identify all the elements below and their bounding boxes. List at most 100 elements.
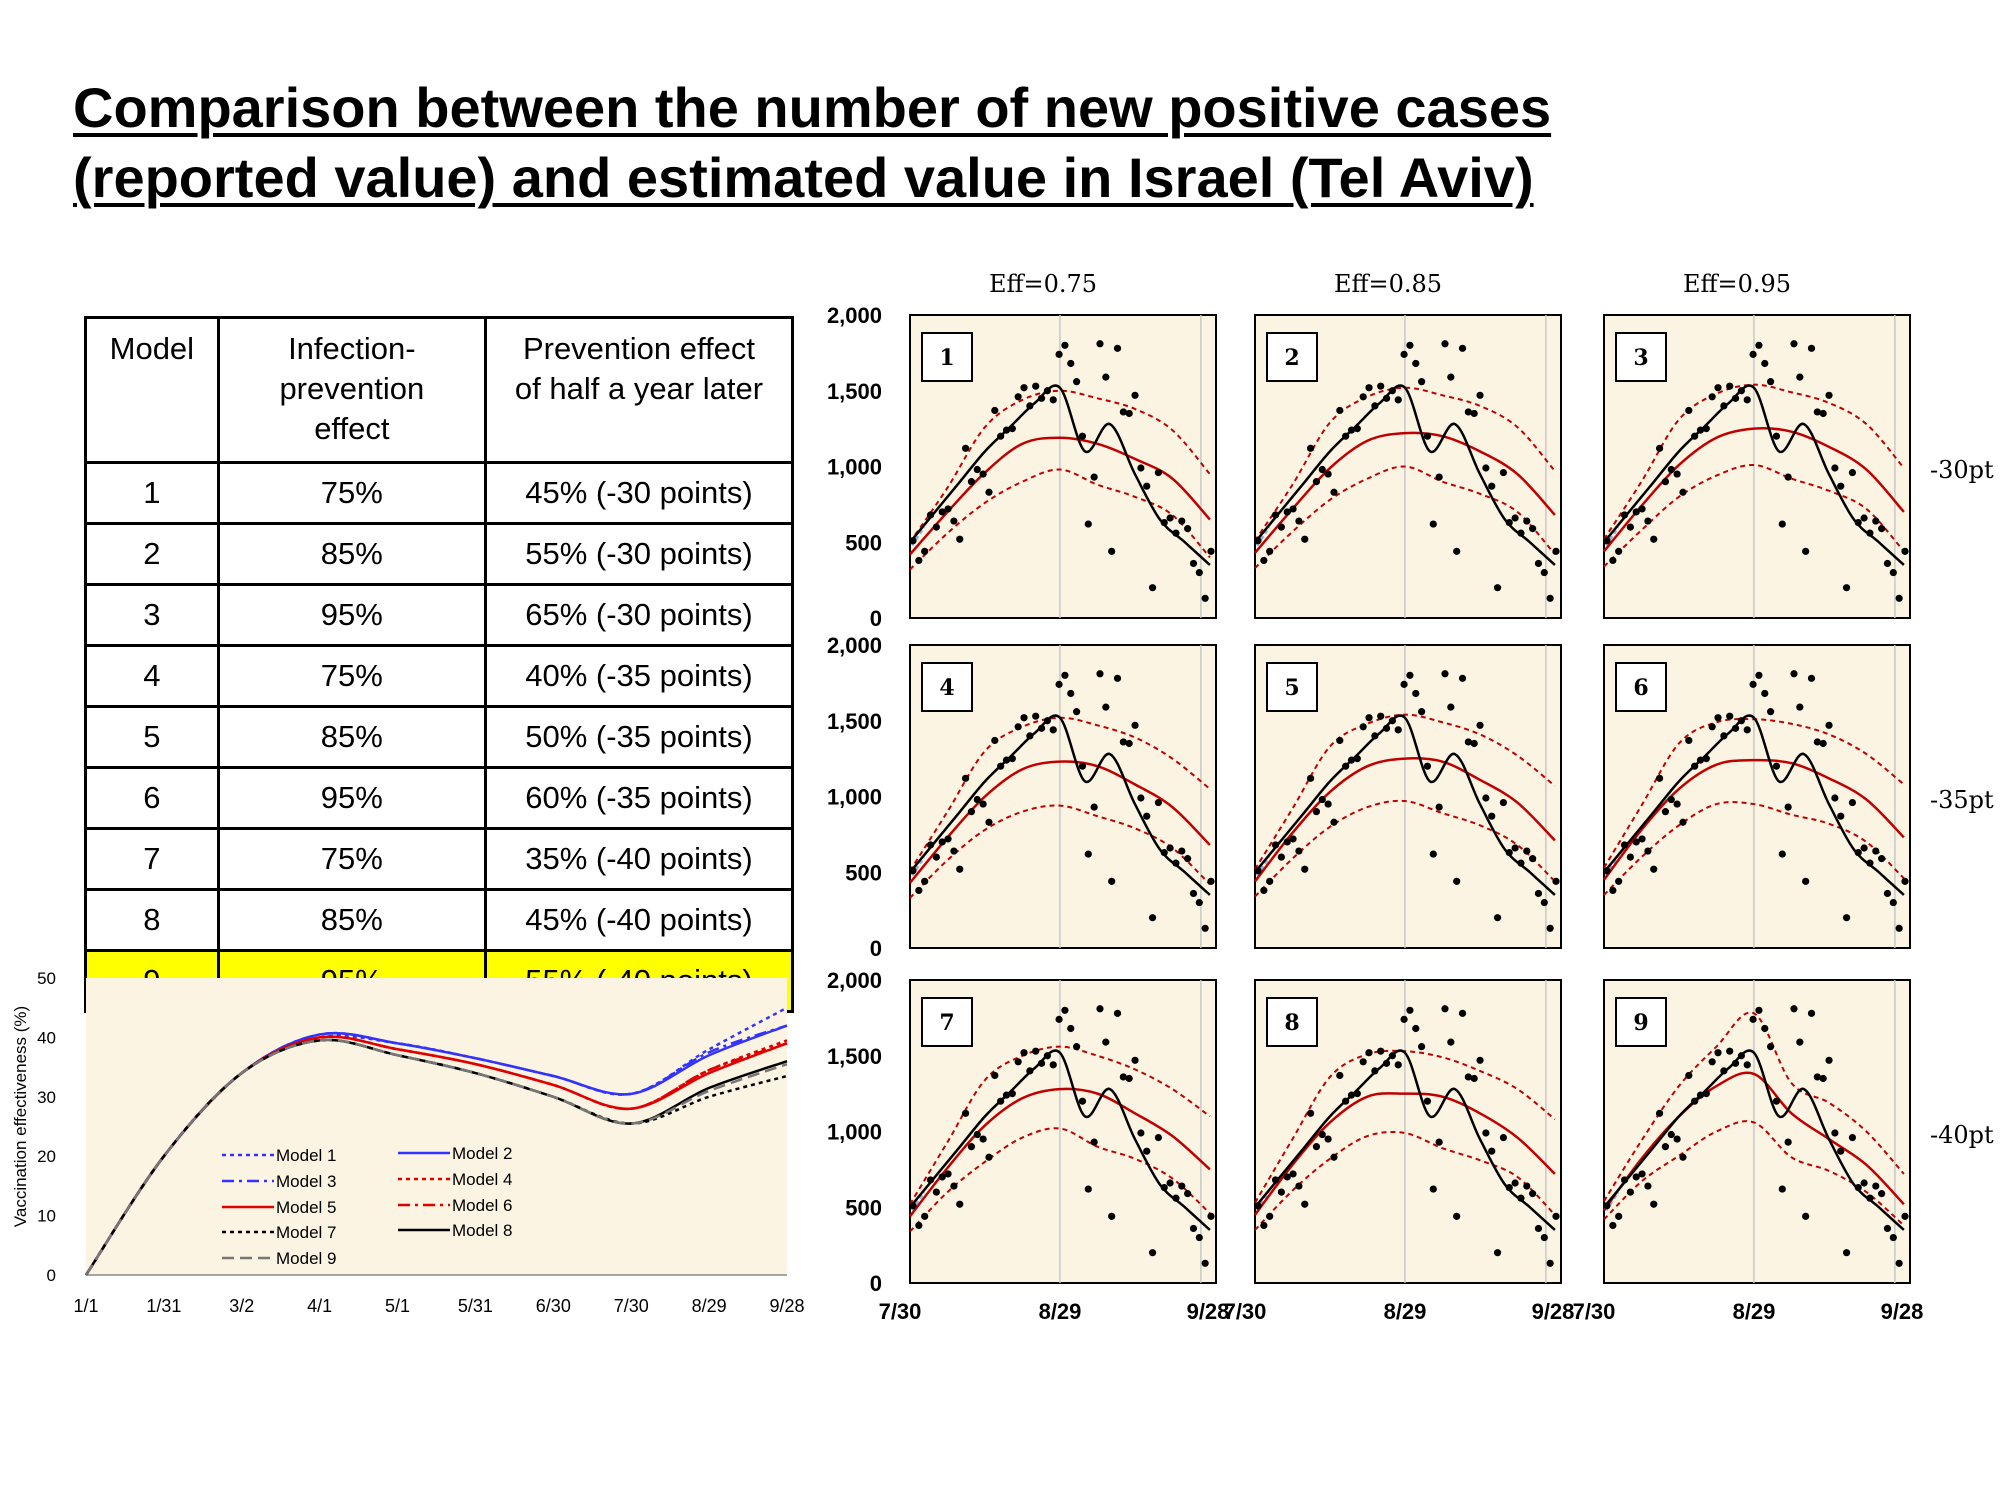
data-point bbox=[1679, 818, 1687, 826]
data-point bbox=[1731, 1059, 1740, 1067]
data-point bbox=[985, 818, 993, 826]
cell-half-year-effect: 35% (-40 points) bbox=[483, 827, 795, 891]
data-point bbox=[967, 478, 976, 486]
data-point bbox=[979, 1135, 987, 1143]
data-point bbox=[1726, 1047, 1734, 1055]
data-point bbox=[967, 1143, 976, 1151]
data-point bbox=[1189, 1224, 1198, 1233]
data-point bbox=[1032, 712, 1040, 720]
panel-upper-interval bbox=[1254, 713, 1556, 870]
data-point bbox=[1546, 594, 1554, 602]
data-point bbox=[1014, 1058, 1022, 1066]
data-point bbox=[1406, 341, 1414, 349]
data-point bbox=[1412, 689, 1420, 698]
cell-infection-prevention: 85% bbox=[216, 705, 487, 769]
data-point bbox=[1691, 1097, 1699, 1105]
data-point bbox=[1620, 511, 1629, 519]
data-point bbox=[1889, 1233, 1897, 1242]
data-point bbox=[1702, 425, 1710, 433]
data-point bbox=[1813, 1073, 1821, 1081]
data-point bbox=[973, 1130, 981, 1139]
data-point bbox=[1400, 350, 1408, 358]
data-point bbox=[1359, 1058, 1367, 1066]
data-point bbox=[1049, 396, 1057, 404]
data-point bbox=[1423, 432, 1432, 440]
panel-lower-interval bbox=[909, 468, 1211, 571]
data-point bbox=[1131, 391, 1139, 399]
data-point bbox=[1673, 800, 1681, 808]
data-point bbox=[1178, 1182, 1186, 1190]
data-point bbox=[1866, 1194, 1874, 1202]
series-line-model-9 bbox=[84, 1038, 788, 1276]
data-point bbox=[1743, 726, 1751, 734]
page-title-line-1: Comparison between the number of new pos… bbox=[73, 76, 1552, 139]
data-point bbox=[1482, 1129, 1490, 1137]
cell-model: 1 bbox=[84, 461, 220, 525]
data-point bbox=[1638, 835, 1646, 843]
data-point bbox=[1644, 1182, 1652, 1190]
data-point bbox=[1353, 755, 1361, 763]
data-point bbox=[1499, 468, 1508, 477]
data-point bbox=[1137, 794, 1145, 802]
data-point bbox=[1207, 1212, 1215, 1220]
panel-label: 6 bbox=[1633, 675, 1648, 701]
data-point bbox=[1609, 1221, 1617, 1230]
data-point bbox=[1295, 1182, 1303, 1190]
data-point bbox=[1534, 559, 1543, 568]
panel-median-line bbox=[909, 1087, 1211, 1218]
panel-median-line bbox=[909, 760, 1211, 884]
model-table-header-row: Model Infection- prevention effect Preve… bbox=[84, 316, 795, 464]
data-point bbox=[1626, 1188, 1634, 1196]
data-point bbox=[1761, 1024, 1769, 1033]
panel-lower-interval bbox=[1254, 465, 1556, 569]
data-point bbox=[1049, 726, 1057, 734]
panel-label-box bbox=[1266, 997, 1318, 1047]
panel-8: 8 bbox=[1254, 979, 1562, 1284]
data-point bbox=[1312, 808, 1321, 816]
data-point bbox=[1108, 1212, 1116, 1220]
data-point bbox=[1301, 865, 1309, 873]
panel-label-box bbox=[1615, 332, 1667, 382]
y-tick-label: 0 bbox=[47, 1266, 56, 1285]
data-point bbox=[1860, 844, 1868, 852]
panel-5: 5 bbox=[1254, 644, 1562, 949]
data-point bbox=[1371, 402, 1379, 410]
data-point bbox=[1872, 1182, 1880, 1190]
data-point bbox=[1037, 724, 1046, 732]
data-point bbox=[1638, 505, 1646, 513]
data-point bbox=[961, 774, 970, 782]
data-point bbox=[1872, 517, 1880, 525]
data-point bbox=[1650, 535, 1658, 543]
data-point bbox=[1125, 409, 1133, 418]
data-point bbox=[1400, 680, 1408, 688]
cell-model: 6 bbox=[84, 766, 220, 830]
panel-observed-line bbox=[1603, 1049, 1905, 1231]
data-point bbox=[1772, 432, 1781, 440]
data-point bbox=[1784, 473, 1792, 481]
x-tick-label: 9/28 bbox=[769, 1296, 804, 1316]
panel-lower-interval bbox=[909, 804, 1211, 899]
cell-infection-prevention: 75% bbox=[216, 827, 487, 891]
data-point bbox=[1324, 800, 1332, 808]
data-point bbox=[997, 762, 1005, 770]
data-point bbox=[1347, 1091, 1356, 1099]
table-row: 3 95% 65% (-30 points) bbox=[84, 583, 795, 647]
data-point bbox=[1295, 517, 1303, 525]
data-point bbox=[1382, 1059, 1391, 1067]
data-point bbox=[1102, 1038, 1110, 1046]
data-point bbox=[1289, 1170, 1297, 1178]
data-point bbox=[1540, 1233, 1548, 1242]
data-point bbox=[1895, 594, 1903, 602]
data-point bbox=[1061, 341, 1069, 349]
data-point bbox=[1301, 535, 1309, 543]
panel-2: 2 bbox=[1254, 314, 1562, 619]
header-model: Model bbox=[84, 316, 220, 464]
data-point bbox=[1685, 1071, 1693, 1080]
panel-label-box bbox=[1615, 662, 1667, 712]
panel-label: 7 bbox=[939, 1010, 954, 1036]
data-point bbox=[1453, 547, 1461, 555]
data-point bbox=[932, 523, 940, 531]
x-tick-label: 8/29 bbox=[692, 1296, 727, 1316]
data-point bbox=[1546, 924, 1554, 932]
data-point bbox=[1673, 1135, 1681, 1143]
